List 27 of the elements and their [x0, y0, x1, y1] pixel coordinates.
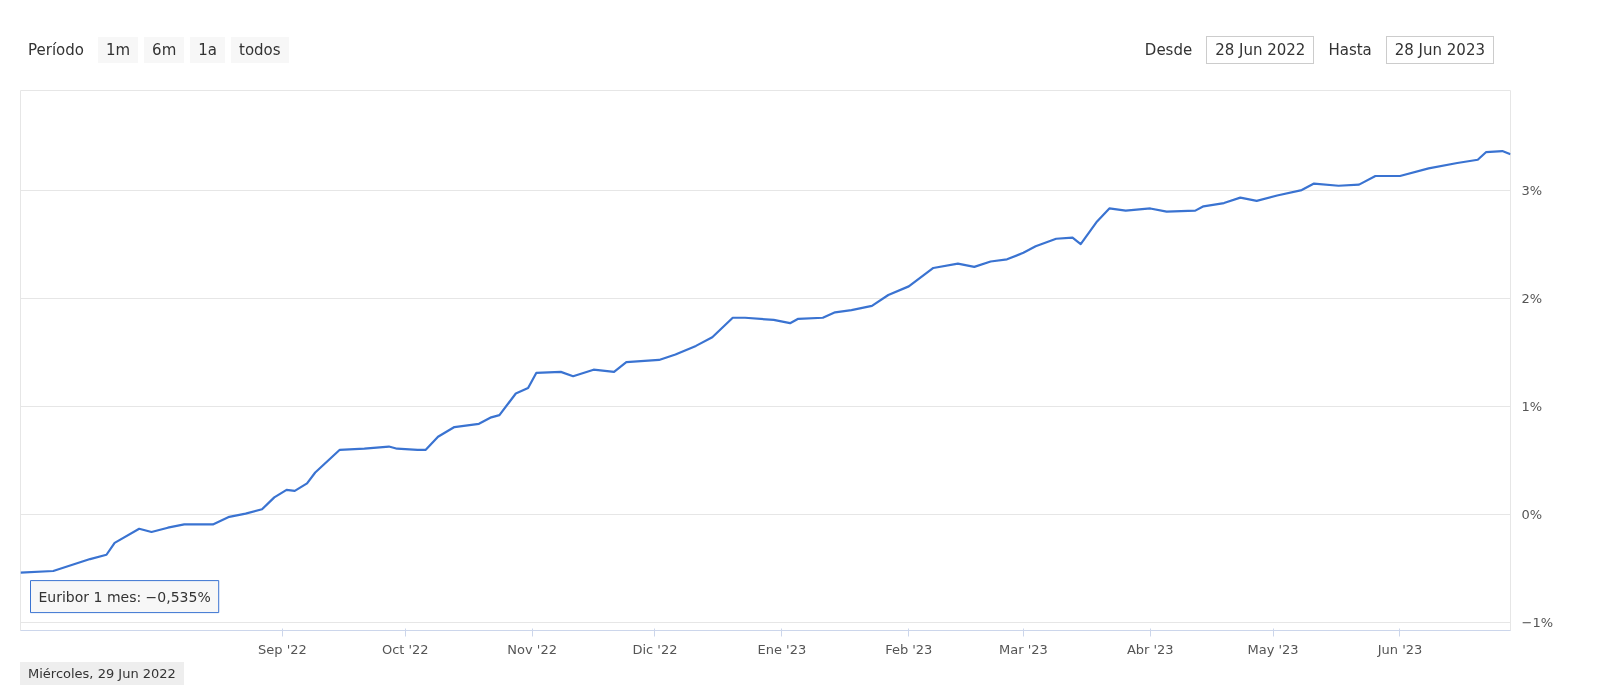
text: 28 Jun 2023 [1385, 36, 1494, 64]
x-tick-label: Sep '22 [258, 641, 307, 657]
x-tick-label: May '23 [1247, 641, 1299, 657]
y-tick-label: 3% [1521, 182, 1543, 198]
text: Miércoles, 29 Jun 2022 [20, 662, 184, 685]
line-series [20, 150, 1511, 574]
text: 6m [144, 37, 185, 63]
x-tick-label: Feb '23 [885, 641, 933, 657]
annotation: Euribor 1 mes: −0,535% [38, 588, 211, 605]
y-tick-label: 1% [1521, 398, 1543, 414]
x-tick-label: Jun '23 [1376, 641, 1423, 657]
x-tick-label: Abr '23 [1126, 641, 1174, 657]
text: 28 Jun 2022 [1206, 36, 1315, 64]
x-tick-label: Mar '23 [999, 641, 1048, 657]
text: Hasta [1327, 40, 1373, 61]
x-tick-label: Nov '22 [507, 641, 557, 657]
y-tick-label: 2% [1521, 290, 1543, 306]
y-tick-label: 0% [1521, 507, 1543, 523]
text: Período [27, 40, 85, 61]
x-tick-label: Ene '23 [757, 641, 807, 657]
text: 1a [190, 37, 226, 63]
x-tick-label: Oct '22 [381, 641, 429, 657]
text: Desde [1143, 40, 1194, 61]
text: 1m [97, 37, 139, 63]
y-tick-label: −1% [1521, 615, 1554, 631]
x-tick-label: Dic '22 [632, 641, 678, 657]
text: todos [231, 37, 289, 63]
